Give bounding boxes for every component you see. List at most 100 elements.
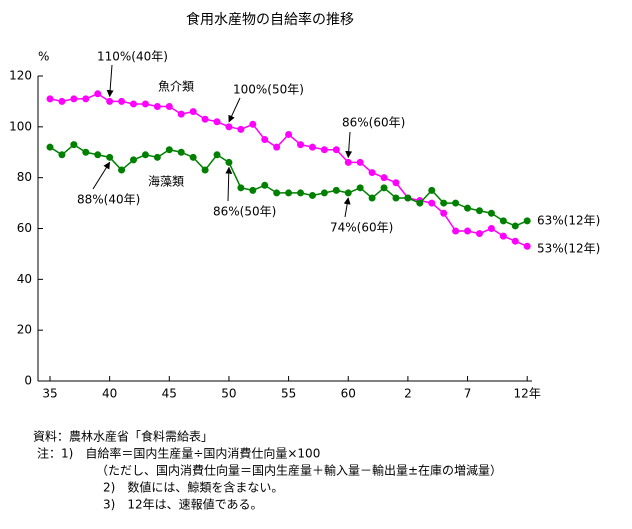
annotation: 74%(60年) bbox=[330, 221, 393, 235]
point bbox=[82, 148, 90, 156]
y-tick-label: 0 bbox=[24, 374, 32, 388]
point bbox=[165, 103, 173, 110]
annotation: 63%(12年) bbox=[537, 214, 600, 228]
y-tick-label: 60 bbox=[17, 221, 32, 235]
point bbox=[58, 151, 66, 159]
point bbox=[308, 191, 316, 199]
point bbox=[249, 186, 257, 194]
y-unit: % bbox=[38, 50, 49, 64]
point bbox=[58, 97, 66, 105]
point bbox=[356, 184, 364, 192]
point bbox=[177, 110, 185, 118]
x-tick-label: 35 bbox=[42, 387, 57, 401]
note: 資料：農林水産省「食料需給表」 bbox=[33, 429, 213, 444]
point bbox=[261, 181, 269, 189]
point bbox=[308, 143, 316, 151]
point bbox=[130, 156, 138, 164]
x-tick-label: 2 bbox=[404, 387, 412, 401]
point bbox=[464, 204, 472, 212]
point bbox=[201, 115, 209, 123]
y-tick-label: 80 bbox=[17, 170, 32, 184]
point bbox=[368, 194, 376, 202]
point bbox=[141, 100, 149, 108]
annotation: 86%(50年) bbox=[213, 205, 276, 219]
point bbox=[499, 232, 507, 240]
point bbox=[332, 186, 340, 194]
point bbox=[46, 95, 54, 103]
point bbox=[225, 158, 233, 166]
y-tick-label: 100 bbox=[9, 119, 32, 133]
point bbox=[82, 95, 90, 103]
point bbox=[285, 189, 293, 197]
point bbox=[94, 151, 102, 159]
point bbox=[475, 207, 483, 215]
point bbox=[201, 166, 209, 174]
point bbox=[213, 118, 221, 126]
annotation-arrow bbox=[228, 97, 241, 123]
point bbox=[153, 103, 161, 110]
point bbox=[380, 184, 388, 192]
point bbox=[297, 141, 305, 149]
point bbox=[261, 136, 269, 144]
point bbox=[141, 151, 149, 159]
point bbox=[237, 125, 245, 133]
point bbox=[94, 90, 102, 98]
point bbox=[285, 130, 293, 138]
point bbox=[416, 199, 424, 207]
annotation: 88%(40年) bbox=[77, 193, 140, 207]
point bbox=[452, 199, 460, 207]
note: （ただし、国内消費仕向量＝国内生産量＋輸入量－輸出量±在庫の増減量） bbox=[96, 463, 502, 478]
point bbox=[297, 189, 305, 197]
point bbox=[487, 225, 495, 232]
annotation-arrow bbox=[345, 131, 353, 159]
point bbox=[165, 146, 173, 154]
series-label: 魚介類 bbox=[158, 80, 194, 94]
y-tick-label: 40 bbox=[17, 272, 32, 286]
point bbox=[225, 123, 233, 131]
point bbox=[320, 146, 328, 154]
point bbox=[130, 100, 138, 108]
note: 3) 12年は、速報値である。 bbox=[103, 497, 262, 512]
note: 注：1) 自給率＝国内生産量÷国内消費仕向量×100 bbox=[37, 446, 320, 461]
annotation-arrow bbox=[92, 161, 111, 190]
point bbox=[106, 97, 114, 105]
point bbox=[153, 153, 161, 161]
point bbox=[273, 189, 281, 197]
note: 2) 数値には、鯨類を含まない。 bbox=[103, 480, 283, 495]
x-tick-label: 40 bbox=[102, 387, 117, 401]
point bbox=[249, 120, 257, 128]
point bbox=[237, 184, 245, 192]
point bbox=[46, 143, 54, 151]
point bbox=[392, 179, 400, 187]
point bbox=[189, 108, 197, 116]
point bbox=[487, 209, 495, 217]
x-tick-label: 50 bbox=[221, 387, 236, 401]
point bbox=[428, 199, 436, 207]
point bbox=[499, 217, 507, 225]
series-line bbox=[49, 143, 528, 227]
y-tick-label: 20 bbox=[17, 323, 32, 337]
point bbox=[392, 194, 400, 202]
annotation: 53%(12年) bbox=[537, 242, 600, 256]
y-tick-label: 120 bbox=[9, 69, 32, 83]
x-tick-label: 7 bbox=[464, 387, 472, 401]
point bbox=[380, 174, 388, 182]
point bbox=[344, 189, 352, 197]
x-tick-label: 12年 bbox=[514, 387, 541, 401]
series-label: 海藻類 bbox=[148, 174, 184, 189]
annotation: 100%(50年) bbox=[233, 83, 304, 97]
x-tick-label: 60 bbox=[341, 387, 356, 401]
point bbox=[404, 194, 412, 202]
point bbox=[452, 227, 460, 235]
point bbox=[320, 189, 328, 197]
point bbox=[273, 143, 281, 151]
point bbox=[118, 166, 126, 174]
point bbox=[118, 97, 126, 105]
x-tick-label: 55 bbox=[281, 387, 296, 401]
point bbox=[523, 242, 531, 250]
annotation-arrow bbox=[106, 64, 114, 98]
point bbox=[464, 227, 472, 235]
point bbox=[213, 151, 221, 159]
annotation: 86%(60年) bbox=[342, 116, 405, 130]
